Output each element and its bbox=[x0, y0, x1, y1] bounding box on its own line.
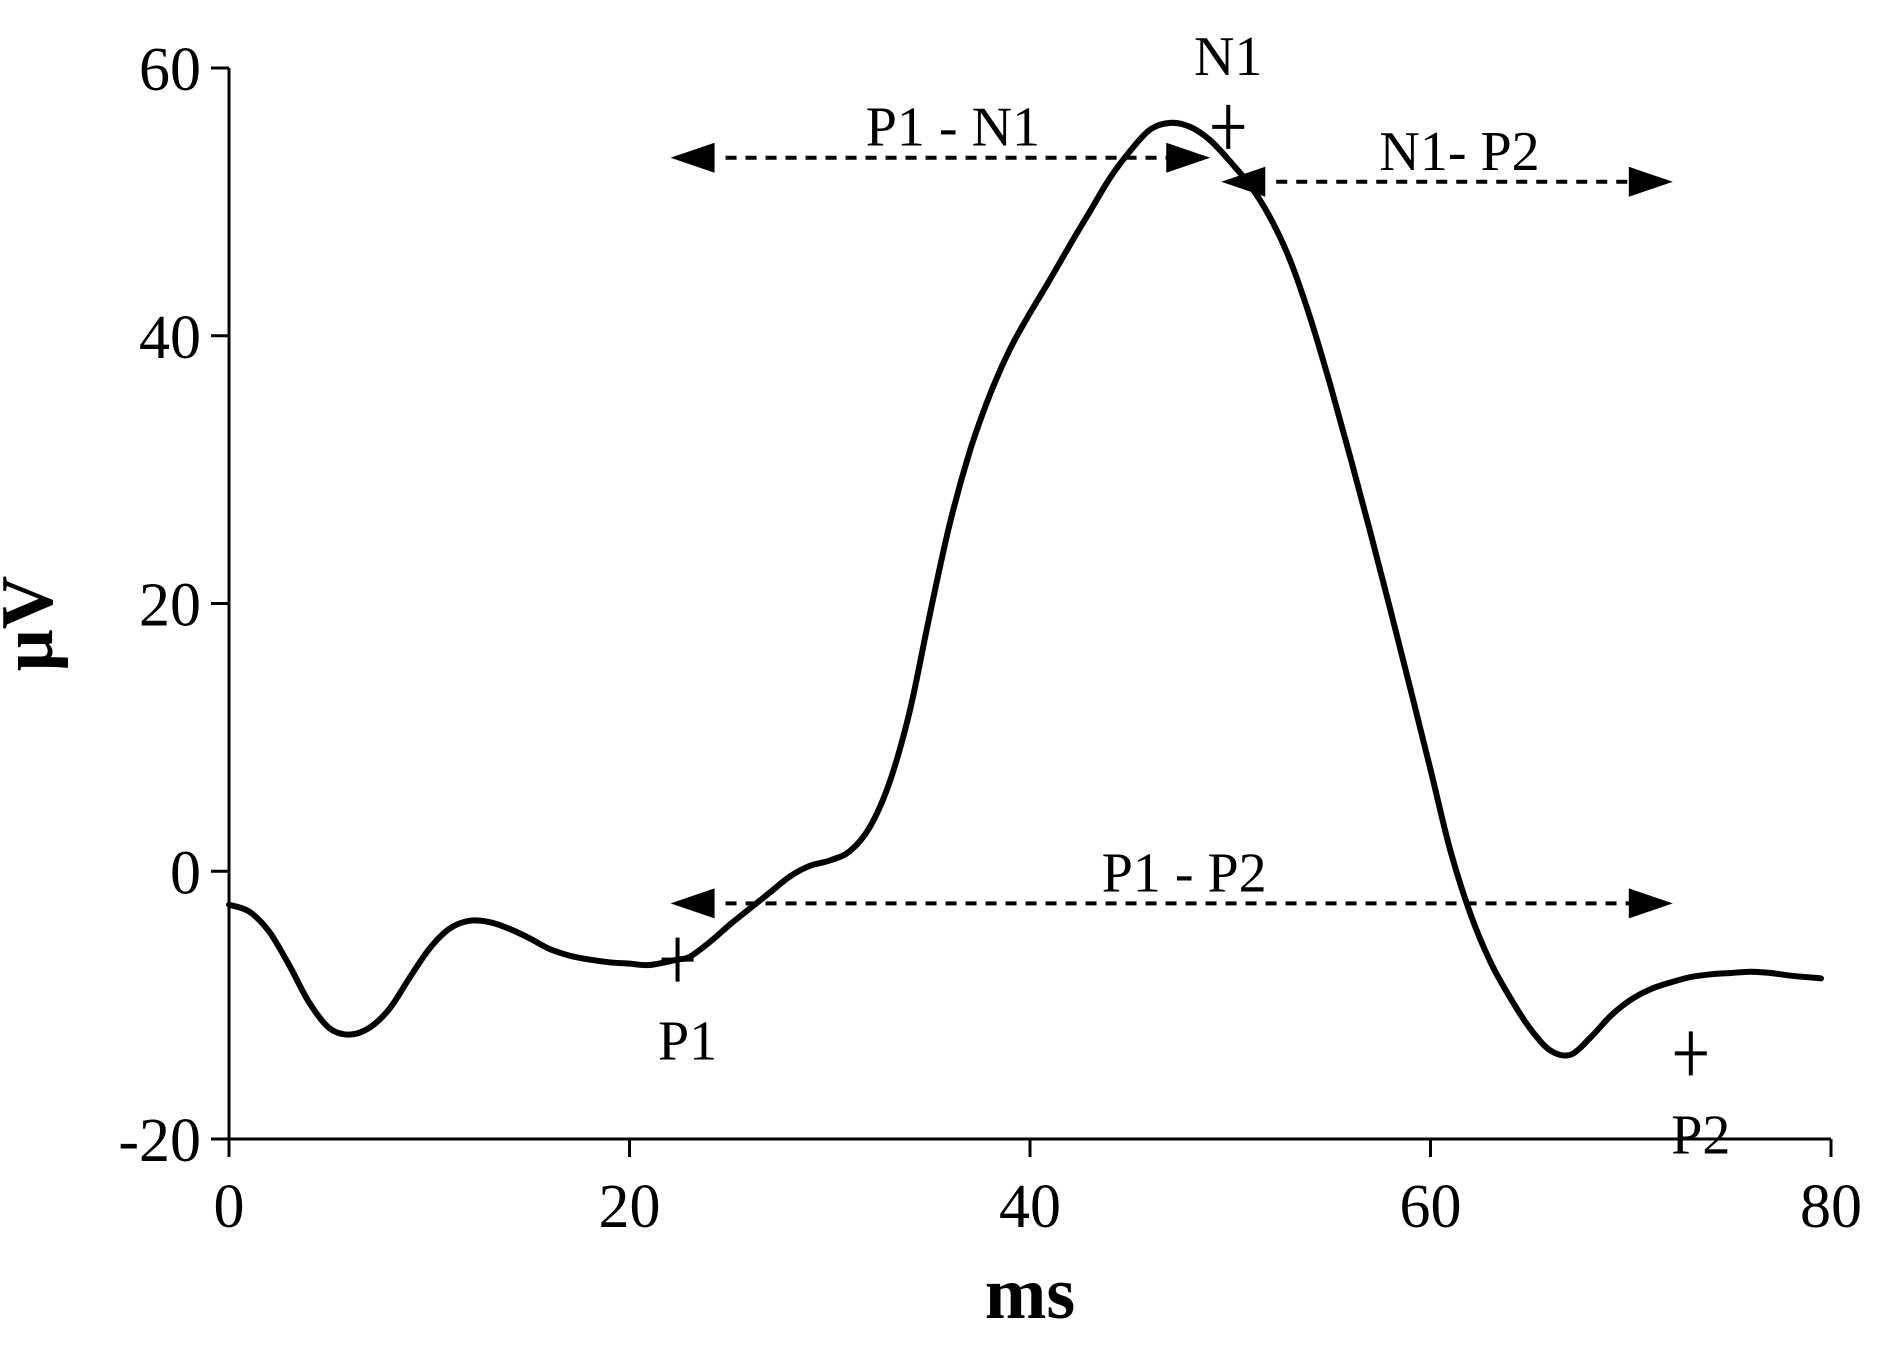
y-tick-label: 20 bbox=[139, 572, 201, 640]
y-tick-label: 0 bbox=[170, 839, 201, 907]
arrowhead bbox=[1628, 888, 1673, 919]
peak-marker-p2: P2 bbox=[1671, 1031, 1730, 1166]
latency-intervals: P1 - N1 N1- P2 P1 - P2 bbox=[670, 97, 1673, 919]
arrowhead bbox=[1628, 166, 1673, 197]
y-tick-label: -20 bbox=[118, 1107, 201, 1175]
interval-1: N1- P2 bbox=[1221, 121, 1673, 197]
arrowhead bbox=[670, 142, 715, 173]
x-tick-label: 60 bbox=[1400, 1173, 1462, 1241]
interval-label: P1 - N1 bbox=[866, 97, 1040, 159]
waveform-line bbox=[226, 119, 1824, 1059]
peak-marker-p1: P1 bbox=[658, 937, 717, 1073]
x-axis-title: ms bbox=[985, 1253, 1075, 1335]
y-axis-title: μV bbox=[0, 576, 69, 671]
peak-markers: P1 N1 P2 bbox=[658, 26, 1730, 1166]
y-tick-label: 60 bbox=[139, 36, 201, 104]
y-axis-ticks: -20 0 20 40 60 bbox=[118, 36, 229, 1175]
peak-label: N1 bbox=[1194, 26, 1262, 88]
interval-label: N1- P2 bbox=[1379, 121, 1539, 183]
arrowhead bbox=[670, 888, 715, 919]
x-axis-ticks: 0 20 40 60 80 bbox=[214, 1139, 1862, 1241]
peak-label: P1 bbox=[658, 1011, 717, 1073]
arrowhead bbox=[1166, 142, 1211, 173]
x-tick-label: 40 bbox=[999, 1173, 1061, 1241]
x-tick-label: 80 bbox=[1800, 1173, 1862, 1241]
interval-0: P1 - N1 bbox=[670, 97, 1211, 173]
interval-label: P1 - P2 bbox=[1102, 842, 1267, 904]
x-tick-label: 0 bbox=[214, 1173, 245, 1241]
peak-label: P2 bbox=[1671, 1104, 1730, 1166]
interval-2: P1 - P2 bbox=[670, 842, 1673, 919]
peak-marker-n1: N1 bbox=[1194, 26, 1262, 149]
arrowhead bbox=[1221, 166, 1266, 197]
y-tick-label: 40 bbox=[139, 304, 201, 372]
x-tick-label: 20 bbox=[599, 1173, 661, 1241]
